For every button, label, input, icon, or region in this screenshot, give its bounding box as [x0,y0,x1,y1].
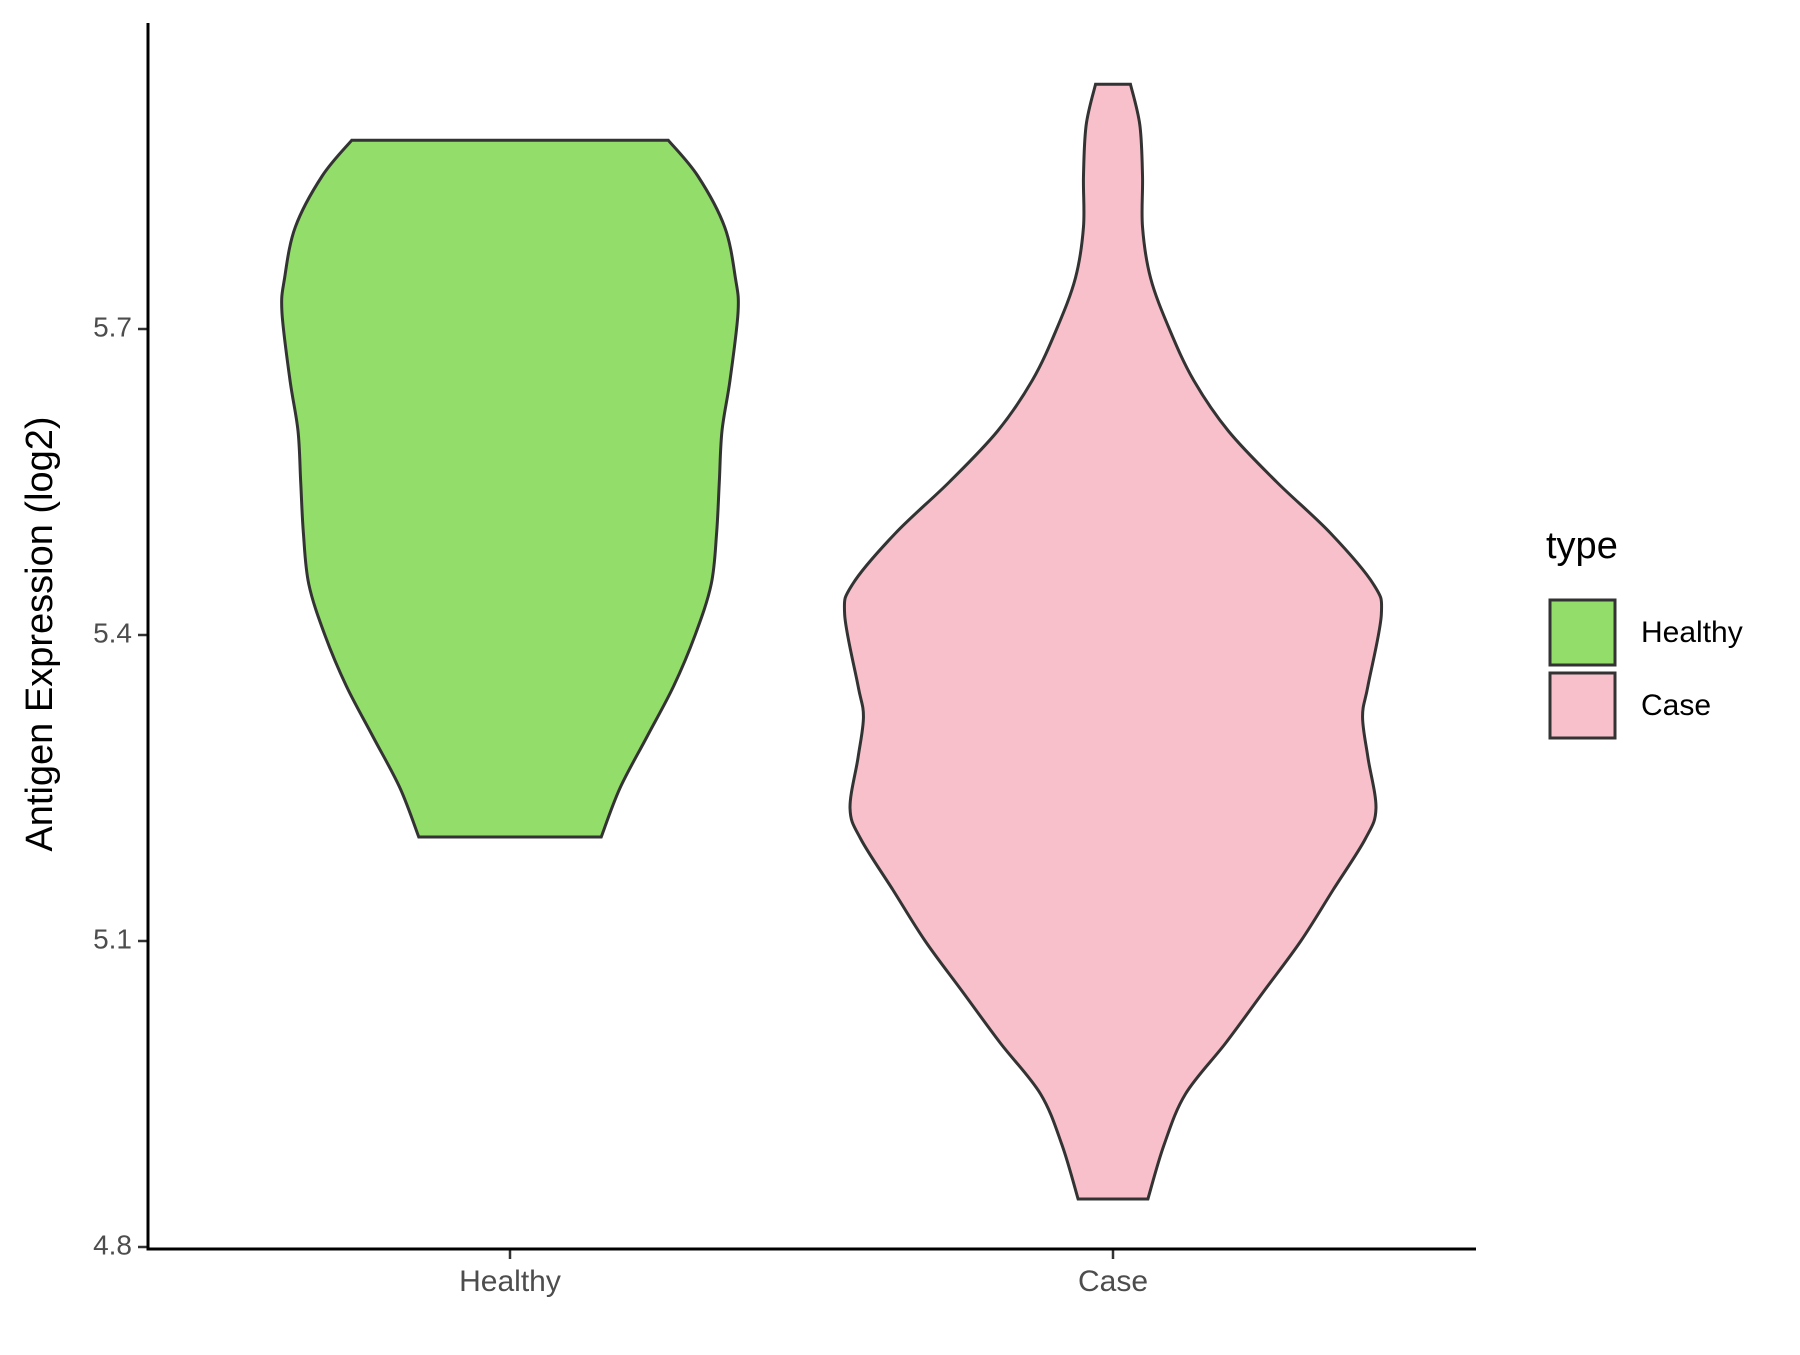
violin [280,138,740,839]
y-tick-label: 5.1 [93,923,132,954]
legend-key [1548,671,1617,740]
legend-label: Healthy [1641,616,1743,649]
violin [842,82,1384,1201]
y-tick-label: 5.7 [93,311,132,342]
y-tick-label: 4.8 [93,1229,132,1260]
x-tick-label: Healthy [459,1265,561,1298]
legend-title: type [1546,525,1618,567]
y-axis-title: Antigen Expression (log2) [19,416,61,851]
y-tick-label: 5.4 [93,617,132,648]
legend-key [1548,598,1617,667]
legend-label: Case [1641,689,1711,722]
x-tick-label: Case [1078,1265,1148,1298]
